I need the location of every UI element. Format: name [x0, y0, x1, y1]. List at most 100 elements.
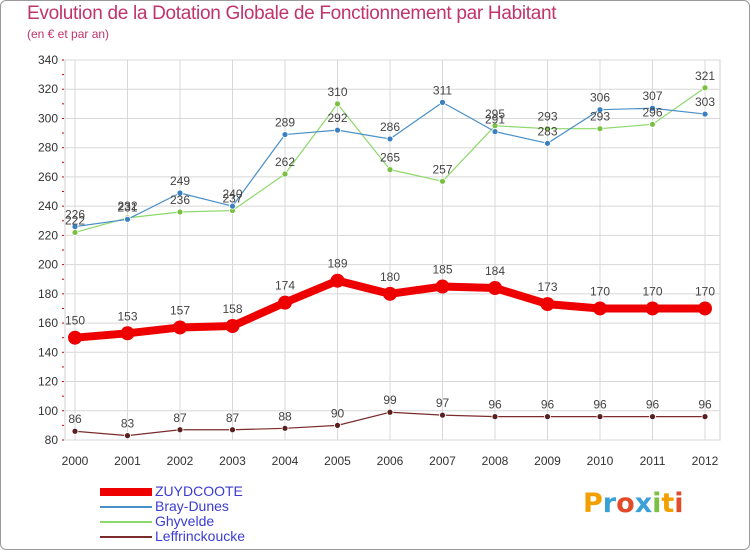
- y-tick-label: 120: [38, 375, 58, 389]
- data-label: 87: [226, 411, 240, 425]
- data-label: 170: [695, 284, 715, 298]
- logo-letter: t: [661, 488, 675, 519]
- data-point: [71, 229, 79, 236]
- data-label: 303: [695, 95, 715, 109]
- x-tick-label: 2007: [429, 454, 456, 468]
- data-label: 237: [222, 192, 242, 206]
- data-point: [120, 326, 135, 341]
- logo-letter: i: [652, 488, 662, 519]
- data-label: 293: [537, 110, 557, 124]
- chart-title: Evolution de la Dotation Globale de Fonc…: [27, 3, 557, 24]
- y-tick-label: 320: [38, 82, 58, 96]
- data-label: 226: [65, 208, 85, 222]
- x-tick-label: 2004: [272, 454, 299, 468]
- data-point: [68, 330, 82, 345]
- y-tick-label: 160: [38, 316, 58, 330]
- data-point: [176, 208, 184, 216]
- legend-label: Ghyvelde: [155, 513, 215, 529]
- y-tick-label: 260: [38, 170, 58, 184]
- data-label: 231: [117, 200, 137, 214]
- logo-letter: P: [583, 488, 603, 519]
- data-label: 96: [646, 398, 660, 412]
- data-label: 296: [642, 105, 662, 119]
- data-label: 306: [590, 91, 610, 105]
- data-point: [596, 413, 604, 421]
- data-point: [435, 279, 450, 294]
- data-point: [330, 273, 345, 288]
- data-label: 96: [698, 398, 712, 412]
- data-point: [71, 427, 79, 435]
- data-point: [491, 128, 499, 136]
- data-label: 86: [68, 412, 82, 426]
- data-label: 236: [170, 193, 190, 207]
- x-tick-label: 2008: [482, 454, 509, 468]
- data-label: 283: [537, 124, 557, 138]
- data-label: 96: [541, 398, 555, 412]
- data-point: [439, 411, 446, 419]
- x-tick-label: 2011: [640, 454, 666, 468]
- x-tick-label: 2005: [324, 454, 351, 468]
- data-point: [383, 286, 397, 301]
- data-label: 158: [222, 302, 242, 316]
- data-label: 189: [327, 257, 347, 271]
- plot-border: [64, 59, 721, 441]
- data-point: [439, 177, 446, 185]
- data-point: [596, 125, 604, 133]
- data-point: [176, 426, 184, 434]
- data-label: 307: [642, 89, 662, 103]
- data-label: 90: [331, 406, 345, 420]
- data-label: 96: [488, 398, 502, 412]
- data-point: [281, 170, 289, 178]
- data-point: [386, 135, 394, 143]
- data-point: [281, 131, 289, 138]
- data-label: 286: [380, 120, 400, 134]
- data-point: [334, 100, 341, 108]
- legend-label: ZUYDCOOTE: [155, 483, 243, 499]
- x-tick-label: 2006: [377, 454, 404, 468]
- axes: 80 100 120 140 160 180 200 220 240 260 280 300 320 34…: [38, 53, 719, 468]
- data-point: [281, 424, 289, 432]
- data-point: [334, 421, 341, 429]
- data-point: [701, 84, 709, 92]
- data-point: [544, 125, 551, 133]
- data-label: 262: [275, 155, 295, 169]
- data-label: 157: [170, 303, 190, 317]
- data-point: [225, 319, 240, 333]
- y-tick-label: 180: [38, 287, 58, 301]
- series-zuydcoote: [68, 273, 712, 345]
- data-point: [176, 189, 184, 197]
- y-tick-label: 340: [38, 53, 58, 67]
- data-label: 184: [485, 264, 505, 278]
- data-point: [701, 413, 709, 421]
- data-label: 97: [436, 396, 450, 410]
- legend: [100, 488, 152, 538]
- x-tick-label: 2003: [219, 454, 246, 468]
- y-tick-label: 140: [38, 345, 58, 359]
- data-label: 87: [173, 411, 187, 425]
- data-label: 311: [433, 83, 452, 97]
- data-point: [701, 110, 709, 118]
- data-point: [544, 139, 551, 147]
- y-tick-label: 200: [38, 258, 58, 272]
- data-label: 265: [380, 151, 400, 165]
- data-point: [649, 104, 656, 112]
- data-point: [71, 223, 79, 231]
- data-label: 310: [327, 85, 347, 99]
- proxiti-logo: Proxiti: [583, 488, 684, 519]
- data-label: 293: [590, 110, 610, 124]
- data-label: 289: [275, 116, 295, 130]
- data-point: [334, 126, 341, 134]
- y-tick-label: 100: [38, 404, 58, 418]
- logo-letter: i: [674, 488, 684, 519]
- data-label: 295: [485, 107, 505, 121]
- data-point: [645, 301, 660, 316]
- data-point: [593, 301, 607, 316]
- data-point: [649, 413, 656, 421]
- logo-letter: r: [602, 488, 617, 519]
- x-tick-label: 2002: [167, 454, 194, 468]
- chart-subtitle: (en € et par an): [27, 27, 110, 41]
- data-point: [386, 408, 394, 416]
- x-tick-label: 2010: [587, 454, 614, 468]
- data-label: 232: [117, 199, 137, 213]
